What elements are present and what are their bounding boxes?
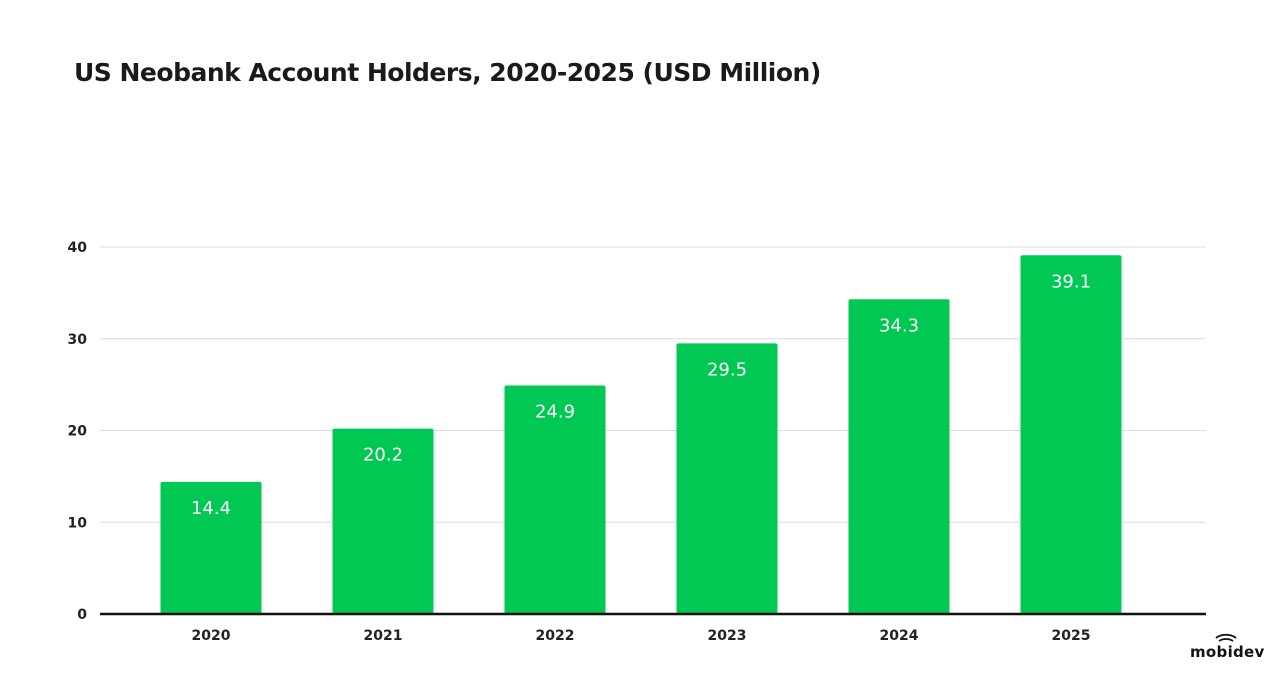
y-tick-label: 0 [77, 607, 87, 623]
wifi-icon [1215, 633, 1237, 642]
logo-text: mobidev [1190, 643, 1265, 661]
bar [504, 385, 606, 614]
x-tick-label: 2025 [1052, 628, 1091, 644]
y-tick-label: 40 [68, 240, 88, 256]
y-tick-label: 10 [68, 515, 88, 531]
mobidev-logo: mobidev [1190, 633, 1265, 661]
data-label: 24.9 [535, 402, 575, 423]
bar [332, 428, 434, 614]
bar [1020, 255, 1122, 614]
data-label: 39.1 [1051, 271, 1091, 292]
x-tick-label: 2020 [192, 628, 231, 644]
data-label: 20.2 [363, 445, 403, 466]
x-tick-label: 2023 [708, 628, 747, 644]
data-label: 14.4 [191, 498, 231, 519]
x-tick-label: 2021 [364, 628, 403, 644]
bar [676, 343, 778, 614]
y-tick-label: 20 [68, 424, 88, 440]
data-label: 29.5 [707, 359, 747, 380]
bar [160, 481, 262, 614]
chart-title: US Neobank Account Holders, 2020-2025 (U… [74, 58, 821, 87]
y-tick-label: 30 [68, 332, 88, 348]
data-label: 34.3 [879, 315, 919, 336]
bar [848, 299, 950, 614]
x-tick-label: 2022 [536, 628, 575, 644]
x-tick-label: 2024 [880, 628, 919, 644]
